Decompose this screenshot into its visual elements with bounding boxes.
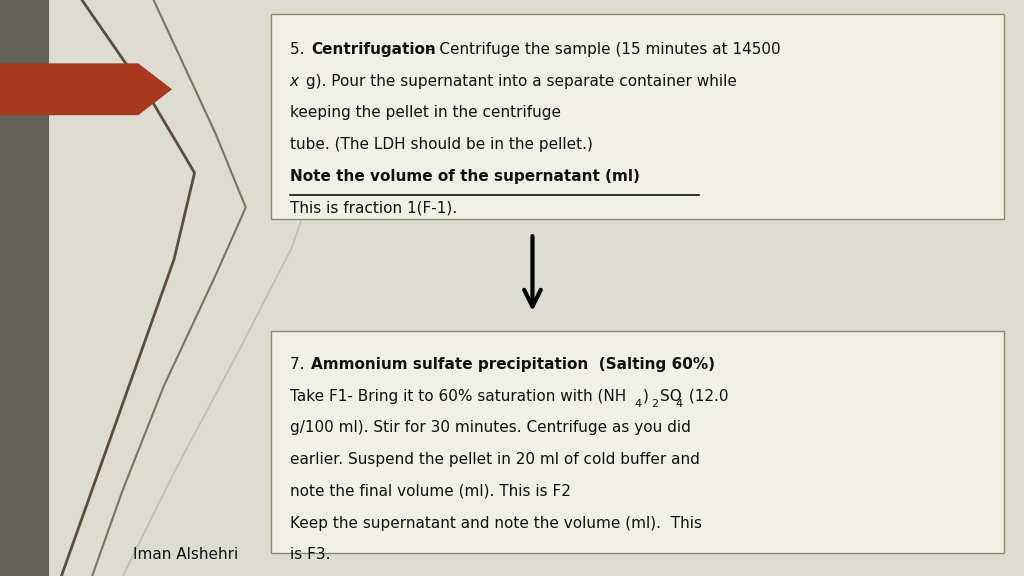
Bar (271, 14, 1004, 219)
Text: earlier. Suspend the pellet in 20 ml of cold buffer and: earlier. Suspend the pellet in 20 ml of … (290, 452, 699, 467)
Text: is F3.: is F3. (290, 547, 331, 562)
Bar (0, 0, 49, 576)
Text: Note the volume of the supernatant (ml): Note the volume of the supernatant (ml) (290, 169, 640, 184)
Text: x: x (290, 74, 299, 89)
Text: keeping the pellet in the centrifuge: keeping the pellet in the centrifuge (290, 105, 561, 120)
Text: note the final volume (ml). This is F2: note the final volume (ml). This is F2 (290, 484, 570, 499)
Text: 4: 4 (676, 399, 683, 409)
Text: 2: 2 (651, 399, 658, 409)
Text: tube. (The LDH should be in the pellet.): tube. (The LDH should be in the pellet.) (290, 137, 593, 152)
Text: Centrifugation: Centrifugation (311, 42, 436, 57)
Text: Ammonium sulfate precipitation  (Salting 60%): Ammonium sulfate precipitation (Salting … (311, 357, 716, 372)
Text: 7.: 7. (290, 357, 309, 372)
Text: ): ) (643, 389, 649, 404)
Text: g/100 ml). Stir for 30 minutes. Centrifuge as you did: g/100 ml). Stir for 30 minutes. Centrifu… (290, 420, 690, 435)
Text: g). Pour the supernatant into a separate container while: g). Pour the supernatant into a separate… (301, 74, 737, 89)
Text: This is fraction 1(F-1).: This is fraction 1(F-1). (290, 200, 457, 215)
Text: 4: 4 (635, 399, 642, 409)
Bar (271, 331, 1004, 553)
Text: Keep the supernatant and note the volume (ml).  This: Keep the supernatant and note the volume… (290, 516, 701, 530)
Text: SO: SO (659, 389, 681, 404)
Text: (12.0: (12.0 (684, 389, 729, 404)
Text: 5.: 5. (290, 42, 309, 57)
Text: – Centrifuge the sample (15 minutes at 14500: – Centrifuge the sample (15 minutes at 1… (422, 42, 780, 57)
Text: Take F1- Bring it to 60% saturation with (NH: Take F1- Bring it to 60% saturation with… (290, 389, 626, 404)
Polygon shape (0, 63, 172, 115)
Text: Iman Alshehri: Iman Alshehri (133, 547, 239, 562)
